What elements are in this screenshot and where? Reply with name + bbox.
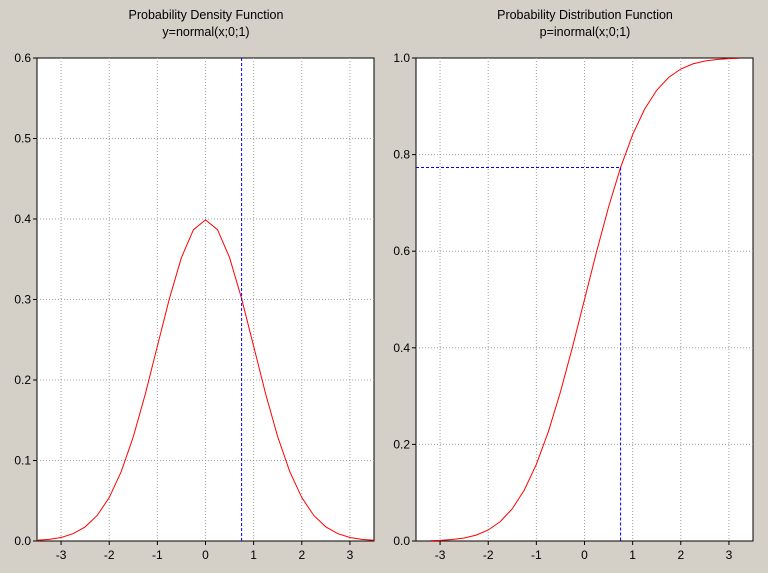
cdf-xtick-label: -3	[435, 548, 446, 562]
pdf-xtick-label: 3	[347, 548, 354, 562]
cdf-chart-title: Probability Distribution Function	[497, 8, 673, 22]
pdf-ytick-label: 0.0	[14, 534, 31, 548]
cdf-xtick-label: 0	[581, 548, 588, 562]
cdf-xtick-label: 2	[677, 548, 684, 562]
pdf-xtick-label: 0	[202, 548, 209, 562]
pdf-ytick-label: 0.4	[14, 212, 31, 226]
cdf-marks	[416, 57, 739, 542]
cdf-ticks: -3 -2 -1 0 1 2 3 0.0 0.2 0.4 0.6 0.8 1.0	[393, 51, 732, 562]
cdf-xtick-label: -2	[483, 548, 494, 562]
cdf-ytick-label: 0.2	[393, 437, 410, 451]
cdf-gridlines	[416, 58, 753, 541]
pdf-ticks: -3 -2 -1 0 1 2 3 0.0 0.1 0.2 0.3 0.4 0.5 0.6	[14, 51, 353, 562]
cdf-ytick-label: 0.0	[393, 534, 410, 548]
pdf-chart-title: Probability Density Function	[129, 8, 284, 22]
pdf-gridlines	[37, 58, 374, 541]
pdf-chart: Probability Density Function y=normal(x;…	[14, 8, 375, 562]
cdf-ytick-label: 0.4	[393, 341, 410, 355]
pdf-chart-subtitle: y=normal(x;0;1)	[162, 25, 249, 39]
pdf-xtick-label: -1	[152, 548, 163, 562]
cdf-ytick-label: 0.6	[393, 244, 410, 258]
cdf-chart-subtitle: p=inormal(x;0;1)	[540, 25, 631, 39]
cdf-xtick-label: -1	[531, 548, 542, 562]
pdf-ytick-label: 0.5	[14, 132, 31, 146]
pdf-ytick-label: 0.3	[14, 293, 31, 307]
pdf-marks	[36, 58, 375, 541]
cdf-ytick-label: 0.8	[393, 148, 410, 162]
cdf-xtick-label: 1	[629, 548, 636, 562]
pdf-ytick-label: 0.2	[14, 373, 31, 387]
cdf-curve	[430, 57, 739, 542]
pdf-xtick-label: -2	[104, 548, 115, 562]
pdf-xtick-label: 2	[298, 548, 305, 562]
cdf-chart: Probability Distribution Function p=inor…	[393, 8, 754, 562]
cdf-ytick-label: 1.0	[393, 51, 410, 65]
pdf-xtick-label: 1	[250, 548, 257, 562]
pdf-xtick-label: -3	[56, 548, 67, 562]
pdf-curve	[36, 219, 375, 541]
pdf-ytick-label: 0.6	[14, 51, 31, 65]
cdf-xtick-label: 3	[726, 548, 733, 562]
pdf-ytick-label: 0.1	[14, 454, 31, 468]
